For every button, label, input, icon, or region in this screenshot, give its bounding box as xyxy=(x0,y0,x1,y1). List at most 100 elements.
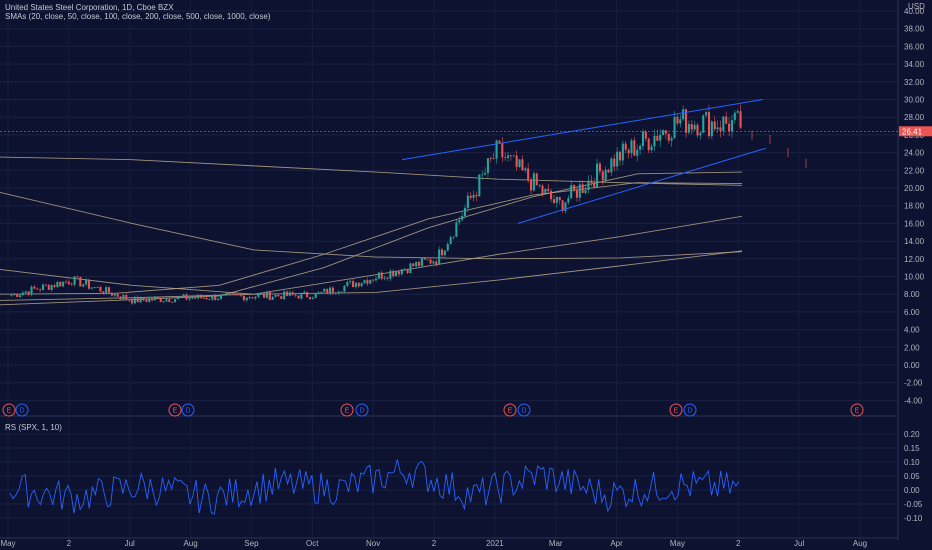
candle-body xyxy=(363,280,366,284)
candle-body xyxy=(314,293,317,299)
earnings-event-marker[interactable]: E xyxy=(503,403,517,417)
candle-body xyxy=(70,284,73,285)
candle-body xyxy=(179,296,182,298)
candle-body xyxy=(234,293,237,295)
event-label: E xyxy=(345,408,350,415)
channel-upper-line xyxy=(401,99,764,161)
candle-body xyxy=(317,292,320,294)
candle-body xyxy=(512,155,515,157)
candle-body xyxy=(162,301,165,303)
candle-body xyxy=(492,158,495,160)
candle-body xyxy=(377,272,380,279)
trendlines[interactable] xyxy=(401,99,767,224)
candle-body xyxy=(148,298,151,302)
y-tick-label: 22.00 xyxy=(904,166,925,175)
candle-body xyxy=(607,169,610,173)
candle-body xyxy=(366,280,369,284)
rs-tick-label: 0.15 xyxy=(904,444,920,453)
candle-body xyxy=(44,284,47,286)
candle-body xyxy=(64,281,68,283)
candle-body xyxy=(593,182,596,188)
earnings-event-marker[interactable]: E xyxy=(340,403,354,417)
candle-body xyxy=(380,272,383,279)
candle-body xyxy=(498,140,501,143)
candle-body xyxy=(722,116,725,131)
candle-body xyxy=(47,285,50,290)
candle-body xyxy=(349,281,352,283)
candle-body xyxy=(36,288,39,290)
candle-body xyxy=(728,123,731,132)
candle-body xyxy=(231,293,234,294)
candle-body xyxy=(125,294,128,300)
earnings-event-marker[interactable]: E xyxy=(168,403,182,417)
dividend-event-marker[interactable]: D xyxy=(355,403,369,417)
candle-body xyxy=(555,197,558,203)
rs-legend: RS (SPX, 1, 10) xyxy=(5,423,62,432)
event-label: D xyxy=(185,408,190,415)
candle-body xyxy=(656,135,659,141)
candle-body xyxy=(440,249,444,256)
candle-body xyxy=(699,132,702,136)
candle-body xyxy=(165,299,168,302)
candle-body xyxy=(357,282,360,287)
candle-body xyxy=(110,292,113,296)
candle-body xyxy=(260,293,263,295)
dividend-event-marker[interactable]: D xyxy=(517,403,531,417)
candle-body xyxy=(598,163,601,172)
candle-body xyxy=(518,159,521,168)
candle-body xyxy=(636,149,639,156)
candle-body xyxy=(265,291,268,298)
candle-body xyxy=(676,116,679,124)
candle-body xyxy=(481,174,484,176)
candle-body xyxy=(39,289,42,291)
event-label: E xyxy=(855,408,860,415)
candle-body xyxy=(205,297,208,300)
candle-body xyxy=(320,291,323,293)
earnings-event-marker[interactable]: E xyxy=(669,403,683,417)
current-price-label: 26.41 xyxy=(902,127,923,136)
candle-body xyxy=(271,296,274,300)
x-tick-label: Jul xyxy=(794,539,804,548)
y-tick-label: 4.00 xyxy=(904,326,920,335)
candle-body xyxy=(263,293,266,298)
rs-tick-label: 0.05 xyxy=(904,472,920,481)
candle-body xyxy=(346,282,349,286)
candle-body xyxy=(300,292,303,299)
rs-panel: 0.20 0.15 0.10 0.05 0.00 -0.05 -0.10 xyxy=(0,430,923,523)
candle-body xyxy=(185,294,188,300)
candle-body xyxy=(105,287,108,294)
candle-body xyxy=(673,116,676,139)
candle-body xyxy=(587,180,590,190)
dividend-event-marker[interactable]: D xyxy=(181,403,195,417)
candle-body xyxy=(228,292,231,294)
candle-body xyxy=(730,120,733,132)
candle-body xyxy=(96,286,99,288)
candlesticks xyxy=(10,104,807,305)
y-tick-label: 36.00 xyxy=(904,42,925,51)
candle-body xyxy=(466,195,469,208)
candle-body xyxy=(360,283,363,287)
candle-body xyxy=(174,299,177,303)
candle-body xyxy=(733,112,736,121)
candle-body xyxy=(41,284,45,290)
candle-body xyxy=(659,134,662,141)
candle-body xyxy=(604,169,607,181)
candle-body xyxy=(486,158,489,173)
candle-body xyxy=(532,173,535,191)
candle-body xyxy=(257,294,260,297)
sma-line xyxy=(0,215,743,301)
dividend-event-marker[interactable]: D xyxy=(683,403,697,417)
event-label: E xyxy=(674,408,679,415)
candle-body xyxy=(254,296,257,299)
y-tick-label: 16.00 xyxy=(904,219,925,228)
candle-body xyxy=(403,269,406,270)
candle-body xyxy=(214,295,217,301)
candle-body xyxy=(251,297,254,299)
earnings-event-marker[interactable]: E xyxy=(850,403,864,417)
dividend-event-marker[interactable]: D xyxy=(15,403,29,417)
candle-body xyxy=(151,298,154,301)
earnings-event-marker[interactable]: E xyxy=(2,403,16,417)
